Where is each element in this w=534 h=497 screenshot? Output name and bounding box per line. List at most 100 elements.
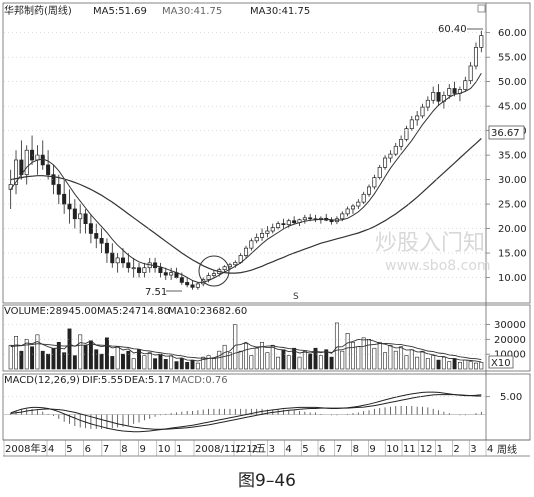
candle xyxy=(249,238,254,251)
volume-bar xyxy=(313,347,318,370)
candle-body xyxy=(126,262,131,269)
candle xyxy=(313,214,318,223)
volume-bar xyxy=(308,353,313,370)
price-legend-ma30b: MA30:41.75 xyxy=(250,6,310,17)
candle xyxy=(415,111,420,126)
volume-bar xyxy=(345,333,350,370)
volume-bar xyxy=(302,350,307,370)
volume-bar xyxy=(179,358,184,370)
candle-body xyxy=(14,159,19,185)
volume-bar xyxy=(249,355,254,370)
price-legend-title: 华邦制药(周线) xyxy=(4,4,72,17)
candle-body xyxy=(286,220,291,225)
volume-bar xyxy=(131,358,136,370)
candle-body xyxy=(409,119,414,130)
volume-bar xyxy=(393,350,398,370)
candle xyxy=(56,174,61,205)
volume-bar xyxy=(83,344,88,370)
candle xyxy=(388,150,393,163)
candle-body xyxy=(222,266,227,271)
candle-body xyxy=(233,261,238,266)
candle-body xyxy=(361,193,366,203)
candle-body xyxy=(350,205,355,210)
price-tick-label: 35.00 xyxy=(498,151,527,162)
ma30-line xyxy=(10,138,482,274)
volume-bar xyxy=(142,355,147,370)
volume-bar xyxy=(479,362,484,370)
candle xyxy=(329,217,334,225)
volume-bar xyxy=(297,356,302,370)
candle-body xyxy=(137,267,142,273)
volume-bar xyxy=(126,350,131,370)
volume-bar xyxy=(46,353,51,370)
x-tick-label: 5 xyxy=(302,444,308,455)
price-tick-label: 20.00 xyxy=(498,224,527,235)
volume-bar xyxy=(324,349,329,370)
candle-body xyxy=(163,272,168,276)
price-legend-ma30a: MA30:41.75 xyxy=(162,6,222,17)
price-tick-label: 50.00 xyxy=(498,77,527,88)
candle-body xyxy=(265,230,270,234)
volume-bar xyxy=(474,362,478,370)
volume-bar xyxy=(35,334,40,370)
candle-body xyxy=(120,257,125,264)
signal-marker: S xyxy=(293,292,299,302)
volume-bar xyxy=(14,336,18,370)
candle xyxy=(78,204,83,234)
candle-body xyxy=(302,217,307,221)
volume-unit-box xyxy=(488,355,514,369)
watermark-main: 炒股入门知 xyxy=(375,231,485,256)
volume-bar xyxy=(292,347,297,370)
candle xyxy=(104,238,109,263)
candle xyxy=(185,277,190,288)
candle xyxy=(110,243,115,268)
volume-bar xyxy=(62,352,67,370)
volume-bar xyxy=(260,341,265,370)
candle xyxy=(431,86,436,104)
macd-legend-params: MACD(12,26,9) xyxy=(4,375,80,386)
candle-body xyxy=(308,217,313,220)
price-tick-label: 25.00 xyxy=(498,200,527,211)
candle xyxy=(350,204,355,214)
candle-body xyxy=(179,277,184,283)
volume-bar xyxy=(431,355,436,370)
candle xyxy=(324,213,329,222)
candle-body xyxy=(367,186,372,195)
candle xyxy=(243,245,249,258)
candle-body xyxy=(377,166,382,178)
candle-body xyxy=(399,139,404,147)
x-tick-label: 7 xyxy=(103,444,109,455)
volume-bar xyxy=(153,358,158,370)
candle xyxy=(404,125,409,142)
volume-bar xyxy=(174,361,179,370)
volume-tick-label: 20000 xyxy=(494,335,526,346)
volume-bar xyxy=(8,344,13,370)
volume-bar xyxy=(217,350,222,370)
candle xyxy=(302,214,307,224)
candle xyxy=(393,142,398,157)
candle xyxy=(30,135,35,165)
volume-bar xyxy=(340,350,345,370)
price-tick-label: 10.00 xyxy=(498,273,527,284)
candle xyxy=(281,218,286,229)
candle-body xyxy=(249,240,254,249)
x-tick-label: 2008/11/21/五 xyxy=(195,444,266,455)
candle xyxy=(126,253,131,273)
volume-bar xyxy=(195,362,200,370)
current-price-label: 36.67 xyxy=(491,128,520,139)
x-tick-label: 9 xyxy=(369,444,375,455)
x-tick-label: 11 xyxy=(403,444,416,455)
x-tick-label: 3 xyxy=(470,444,476,455)
volume-bar xyxy=(67,328,72,370)
volume-bar xyxy=(468,361,473,370)
price-tick-label: 45.00 xyxy=(498,102,527,113)
candle xyxy=(163,267,168,280)
volume-legend-ma10: MA10:23682.60 xyxy=(168,306,247,317)
x-tick-label: 10 xyxy=(386,444,399,455)
macd-dif-line xyxy=(10,391,482,433)
candle-body xyxy=(51,174,56,185)
candle-body xyxy=(388,153,393,159)
x-tick-label: 6 xyxy=(85,444,91,455)
volume-bar xyxy=(190,359,195,370)
candle-body xyxy=(62,193,67,205)
